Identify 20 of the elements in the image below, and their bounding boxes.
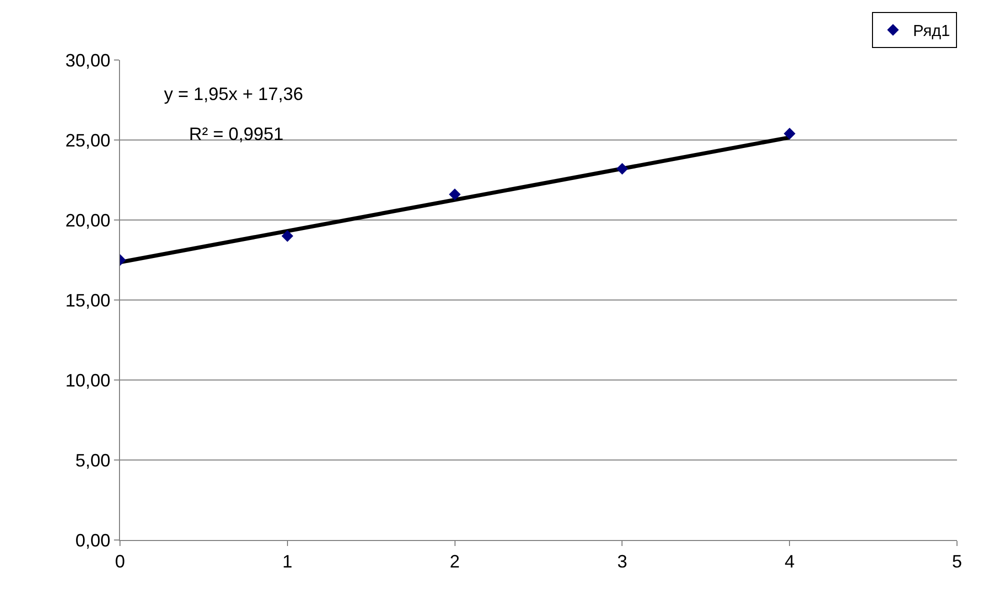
y-tick-label: 20,00 [65, 210, 110, 230]
x-tick-label: 3 [617, 552, 628, 572]
point [784, 128, 796, 140]
legend-label: Ряд1 [913, 23, 950, 40]
x-tick-label: 4 [784, 552, 795, 572]
point [616, 162, 628, 175]
annotation: y = 1,95x + 17,36 [164, 84, 304, 104]
y-tick-label: 0,00 [75, 530, 110, 550]
x-tick-label: 0 [114, 552, 126, 572]
x-tick-label: 2 [450, 552, 460, 572]
point [282, 230, 294, 242]
x-tick-label: 5 [952, 552, 962, 572]
x-tick-label: 1 [282, 552, 292, 572]
y-tick-label: 30,00 [65, 50, 110, 70]
y-tick-label: 15,00 [65, 290, 110, 310]
point [448, 188, 461, 200]
y-tick-label: 5,00 [75, 450, 110, 470]
annotation: R² = 0,9951 [189, 124, 284, 144]
y-tick-label: 10,00 [65, 370, 110, 390]
y-tick-label: 25,00 [65, 130, 110, 150]
